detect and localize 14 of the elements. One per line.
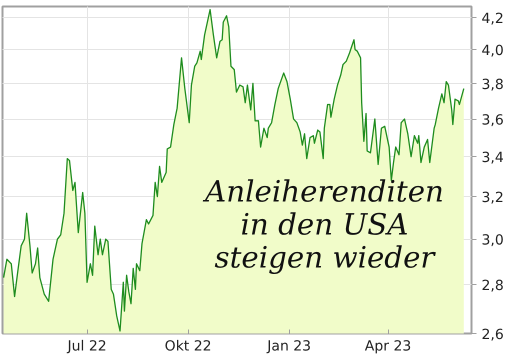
y-tick-label: 3,4 <box>482 150 504 166</box>
y-tick-label: 3,8 <box>482 76 504 93</box>
annotation: Anleiherenditen in den USA steigen wieder <box>202 174 444 274</box>
y-tick-label: 3,0 <box>482 232 504 249</box>
y-tick-label: 4,0 <box>482 43 504 60</box>
y-tick-label: 2,8 <box>482 278 504 294</box>
x-tick-label: Jul 22 <box>66 338 107 354</box>
x-tick-label: Apr 23 <box>364 338 412 354</box>
y-tick-label: 2,6 <box>482 327 504 343</box>
x-tick-label: Jan 23 <box>266 338 312 354</box>
y-tick-label: 3,2 <box>482 190 504 206</box>
x-tick-label: Okt 22 <box>164 338 212 354</box>
y-tick-label: 4,2 <box>482 10 504 27</box>
y-tick-label: 3,6 <box>482 112 504 128</box>
